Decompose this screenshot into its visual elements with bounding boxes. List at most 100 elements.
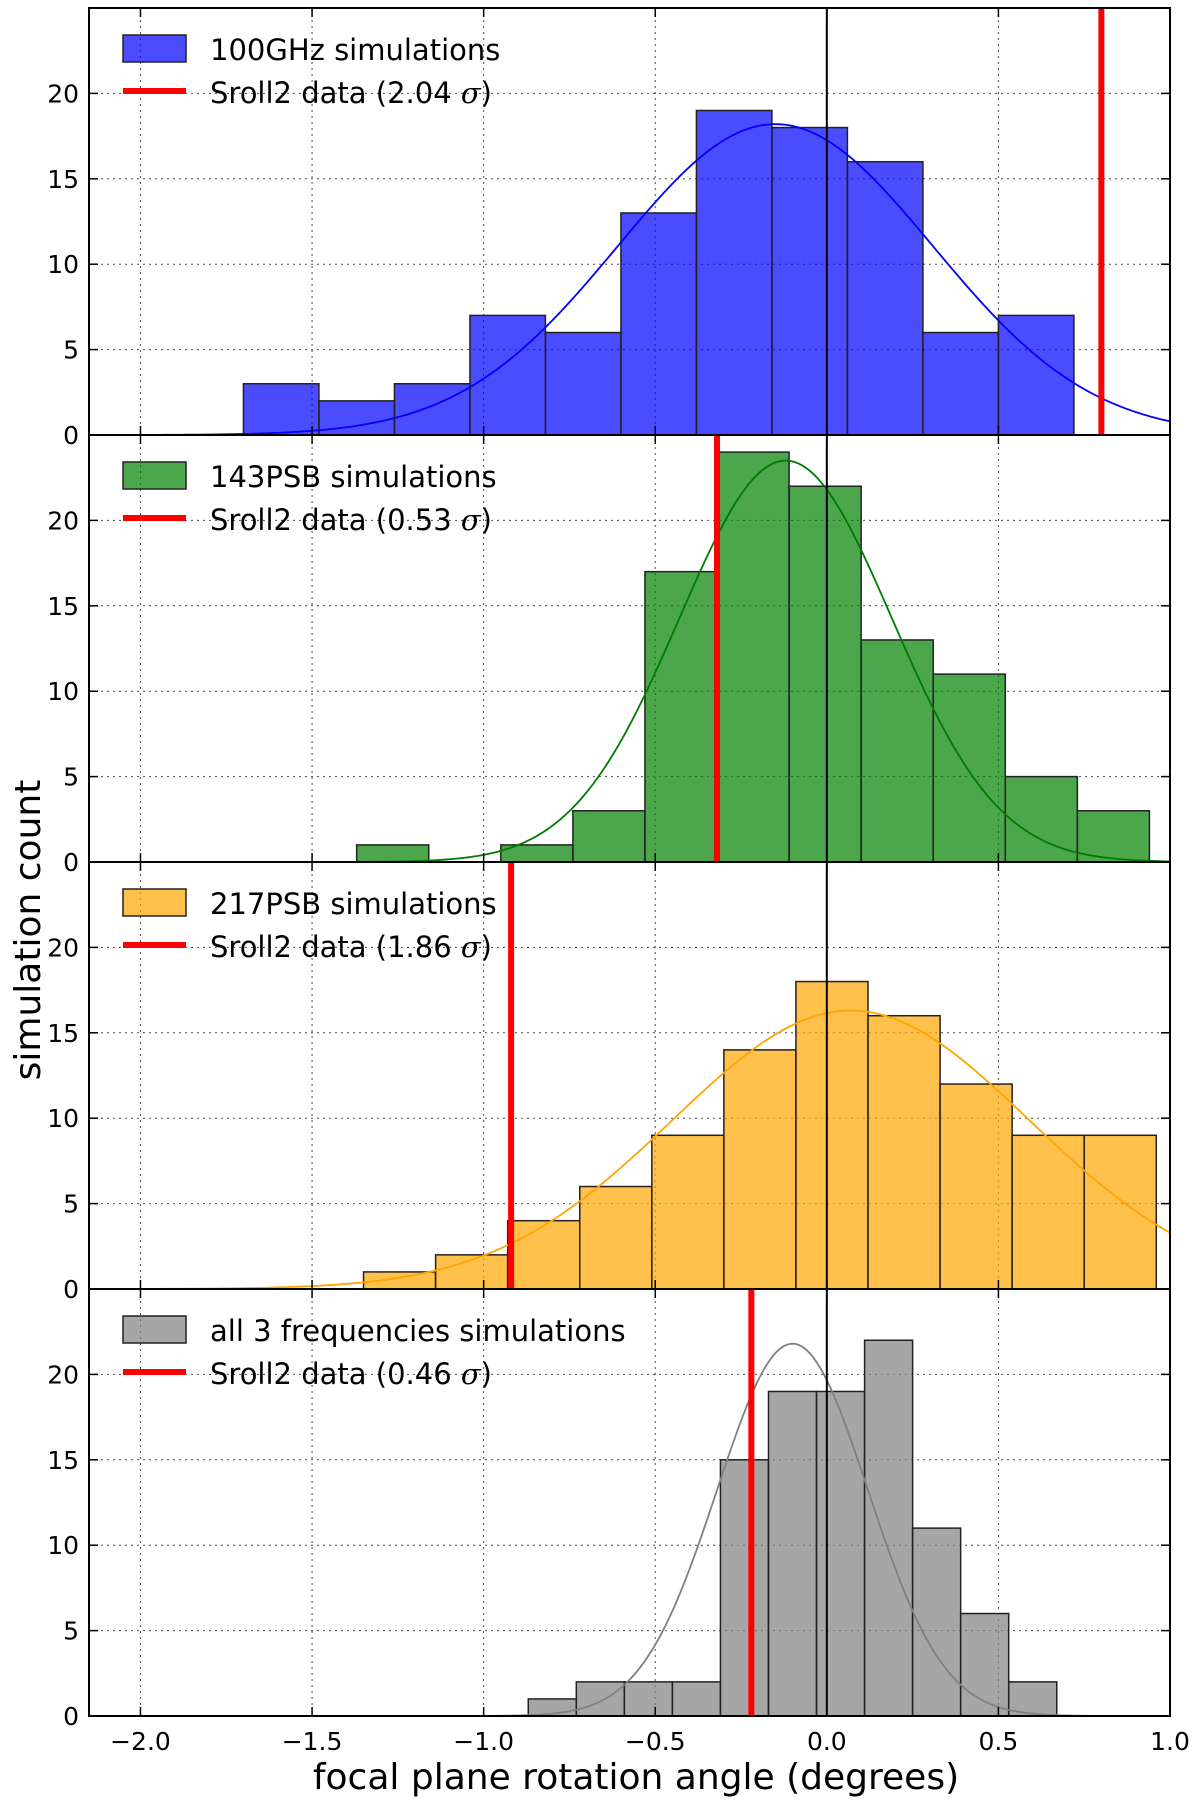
- y-tick-label: 20: [47, 933, 79, 962]
- y-tick-label: 10: [47, 677, 79, 706]
- histogram-bar: [767, 1390, 818, 1716]
- histogram-bars: [355, 451, 1151, 862]
- histogram-bar: [544, 331, 622, 435]
- y-tick-label: 10: [47, 250, 79, 279]
- y-tick-label: 5: [63, 763, 79, 792]
- x-tick-label: 1.0: [1150, 1727, 1190, 1756]
- histogram-bar: [644, 570, 718, 862]
- histogram-bar: [506, 1219, 581, 1289]
- panel-2: 0 5 10 15 20 143PSB simulations Sroll2 data (0…: [47, 434, 1171, 877]
- gaussian-fit-curve: [89, 1342, 1170, 1716]
- histogram-bar: [863, 1339, 914, 1716]
- histogram-bar: [1076, 810, 1151, 862]
- legend-close-paren: ): [481, 1357, 492, 1391]
- y-tick-label: 15: [47, 1446, 79, 1475]
- legend-label-simulations: 100GHz simulations: [210, 33, 500, 67]
- panel-4: 0 5 10 15 20 all 3 frequencies simulations Sro…: [47, 1288, 1171, 1731]
- histogram-bar: [1011, 1134, 1085, 1289]
- panel-frame: [88, 1288, 1171, 1717]
- y-tick-label: 10: [47, 1531, 79, 1560]
- legend-sigma-symbol: σ: [461, 930, 482, 964]
- x-tick-label: −1.0: [453, 1727, 514, 1756]
- y-tick-label: 0: [63, 848, 79, 877]
- histogram-bar: [911, 1527, 962, 1716]
- histogram-bar: [242, 383, 320, 435]
- y-tick-label: 15: [47, 592, 79, 621]
- y-tick-label: 20: [47, 79, 79, 108]
- histogram-bar: [716, 451, 790, 862]
- legend-label-data: Sroll2 data (2.04 σ): [210, 76, 492, 110]
- legend: all 3 frequencies simulations Sroll2 data…: [122, 1314, 626, 1391]
- gaussian-fit-curve: [89, 459, 1170, 862]
- legend-swatch-simulations: [122, 888, 187, 917]
- legend-swatch-simulations: [122, 1315, 187, 1344]
- histogram-bar: [355, 844, 430, 862]
- histogram-bar: [939, 1083, 1013, 1289]
- panel-3: 0 5 10 15 20 217PSB simulations Sroll2 data (1…: [47, 861, 1171, 1304]
- panel-1: 0 5 10 15 20 100GHz simulations Sroll2 data (2…: [47, 7, 1171, 450]
- histogram-bar: [578, 1185, 653, 1289]
- gaussian-fit-curve: [89, 1009, 1170, 1289]
- histogram-bar: [788, 485, 862, 862]
- legend-sigma-symbol: σ: [461, 503, 482, 537]
- y-tick-label: 15: [47, 165, 79, 194]
- legend: 217PSB simulations Sroll2 data (1.86 σ): [122, 887, 497, 964]
- histogram-bar: [932, 673, 1007, 862]
- x-tick-label: 0.5: [979, 1727, 1019, 1756]
- legend-swatch-simulations: [122, 34, 187, 63]
- legend-label-data: Sroll2 data (1.86 σ): [210, 930, 492, 964]
- y-tick-label: 10: [47, 1104, 79, 1133]
- histogram-bar: [959, 1612, 1010, 1716]
- x-axis-title: focal plane rotation angle (degrees): [313, 1757, 959, 1798]
- histogram-bar: [860, 639, 934, 862]
- histogram-bar: [651, 1134, 725, 1289]
- histogram-bar: [795, 980, 869, 1289]
- histogram-bar: [719, 1459, 770, 1716]
- legend-label-simulations: 217PSB simulations: [210, 887, 497, 921]
- histogram-bar: [695, 109, 773, 435]
- legend-label-simulations: 143PSB simulations: [210, 460, 497, 494]
- legend-label-simulations: all 3 frequencies simulations: [210, 1314, 626, 1348]
- legend-label-data: Sroll2 data (0.46 σ): [210, 1357, 492, 1391]
- histogram-bar: [620, 212, 698, 435]
- histogram-bar: [1007, 1681, 1058, 1716]
- histogram-bar: [1004, 775, 1079, 862]
- y-tick-label: 0: [63, 421, 79, 450]
- legend-swatch-simulations: [122, 461, 187, 490]
- histogram-bar: [575, 1681, 626, 1716]
- histogram-bar: [771, 126, 849, 435]
- x-tick-label: −2.0: [110, 1727, 171, 1756]
- legend-close-paren: ): [481, 503, 492, 537]
- y-tick-label: 0: [63, 1702, 79, 1731]
- histogram-bar: [671, 1681, 722, 1716]
- legend: 100GHz simulations Sroll2 data (2.04 σ): [122, 33, 500, 110]
- histogram-bar: [1083, 1134, 1158, 1289]
- histogram-bar: [723, 1049, 797, 1289]
- histogram-bar: [922, 331, 1000, 435]
- legend-sigma-symbol: σ: [461, 1357, 482, 1391]
- histogram-bar: [867, 1014, 941, 1289]
- histogram-bar: [815, 1390, 866, 1716]
- histogram-bar: [846, 160, 924, 435]
- histogram-bars: [362, 980, 1158, 1289]
- histogram-bar: [572, 810, 646, 862]
- legend: 143PSB simulations Sroll2 data (0.53 σ): [122, 460, 497, 537]
- gaussian-fit-curve: [89, 123, 1170, 435]
- histogram-bars: [527, 1339, 1058, 1716]
- y-axis-title: simulation count: [8, 780, 49, 1081]
- y-tick-label: 20: [47, 1360, 79, 1389]
- y-tick-label: 5: [63, 336, 79, 365]
- histogram-bar: [393, 383, 471, 435]
- y-tick-label: 20: [47, 506, 79, 535]
- legend-label-data: Sroll2 data (0.53 σ): [210, 503, 492, 537]
- x-tick-label: −1.5: [282, 1727, 343, 1756]
- y-tick-label: 15: [47, 1019, 79, 1048]
- histogram-bar: [469, 314, 547, 435]
- y-tick-label: 5: [63, 1190, 79, 1219]
- legend-close-paren: ): [481, 930, 492, 964]
- legend-sigma-symbol: σ: [461, 76, 482, 110]
- legend-close-paren: ): [481, 76, 492, 110]
- histogram-bar: [623, 1681, 674, 1716]
